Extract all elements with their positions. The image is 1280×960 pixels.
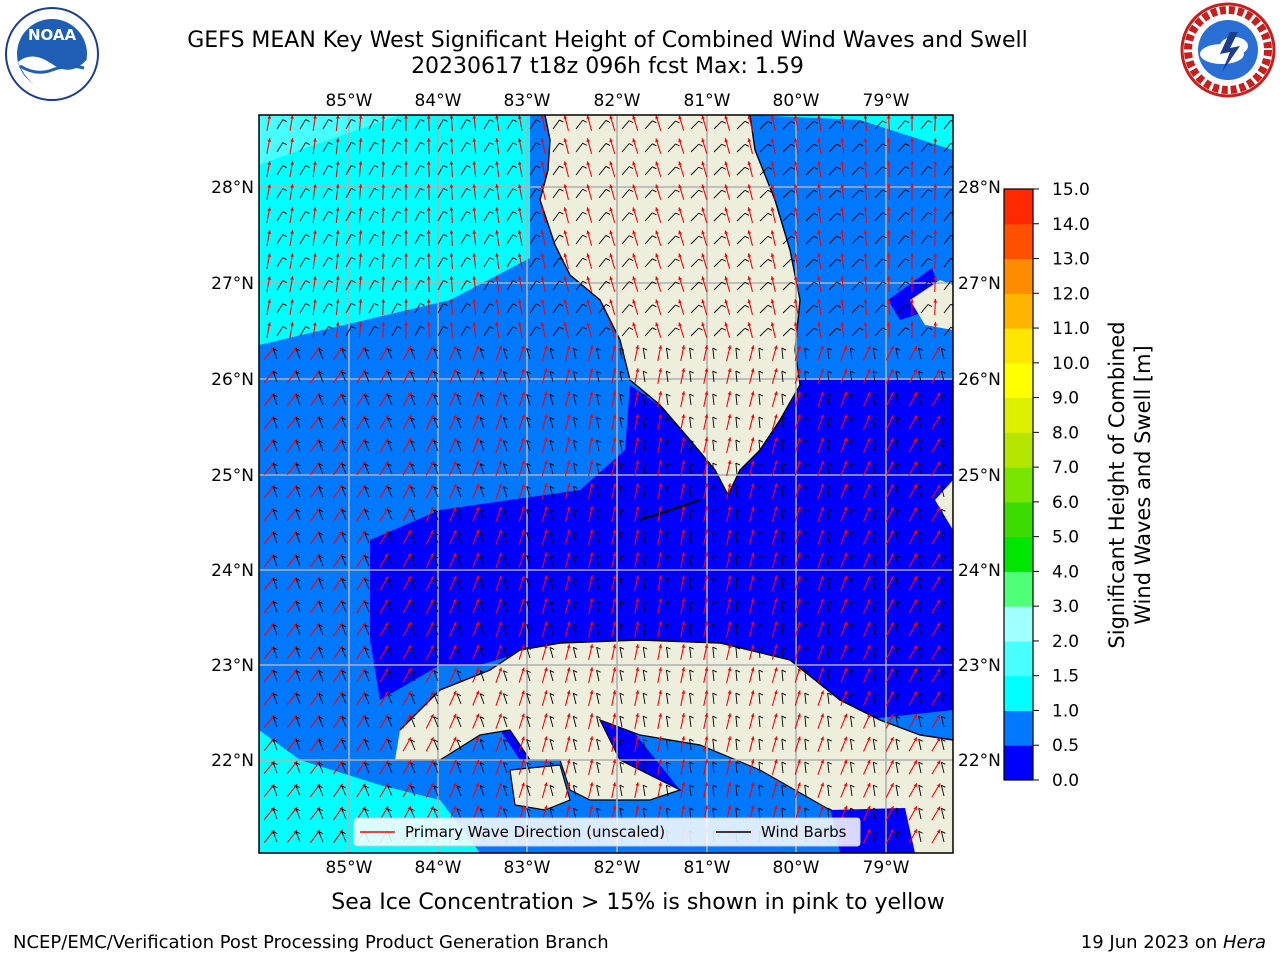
lon-tick-label: 82°W xyxy=(594,858,641,878)
lon-tick-label: 84°W xyxy=(415,91,462,111)
colorbar-tick-label: 2.0 xyxy=(1052,632,1079,652)
isla-juventud-land xyxy=(510,765,570,810)
colorbar-tick-label: 11.0 xyxy=(1052,319,1090,339)
lon-tick-label: 80°W xyxy=(773,91,820,111)
colorbar-swatch xyxy=(1004,258,1033,294)
lat-tick-label: 23°N xyxy=(958,656,1001,676)
colorbar-tick-label: 4.0 xyxy=(1052,562,1079,582)
colorbar-label-2: Wind Waves and Swell [m] xyxy=(1131,345,1155,625)
lat-tick-label: 24°N xyxy=(211,561,254,581)
colorbar-tick-label: 9.0 xyxy=(1052,389,1079,409)
lon-tick-label: 81°W xyxy=(684,91,731,111)
wave-band-0.0-0.5 xyxy=(370,380,953,720)
map-legend: Primary Wave Direction (unscaled) Wind B… xyxy=(353,817,861,847)
colorbar-swatch xyxy=(1004,328,1033,364)
svg-text:NOAA: NOAA xyxy=(28,26,77,44)
colorbar-swatch xyxy=(1004,397,1033,433)
colorbar-swatch xyxy=(1004,606,1033,642)
colorbar-swatch xyxy=(1004,293,1033,329)
colorbar-tick-label: 10.0 xyxy=(1052,354,1090,374)
lon-tick-label: 81°W xyxy=(684,858,731,878)
bahamas-land xyxy=(935,480,953,530)
lon-tick-label: 85°W xyxy=(326,858,373,878)
chart-subtitle: 20230617 t18z 096h fcst Max: 1.59 xyxy=(411,54,804,79)
lat-tick-label: 28°N xyxy=(958,178,1001,198)
nws-logo-icon xyxy=(1180,2,1276,98)
colorbar-tick-label: 6.0 xyxy=(1052,493,1079,513)
lat-tick-label: 23°N xyxy=(211,656,254,676)
bahamas-land xyxy=(910,280,953,330)
colorbar-tick-label: 0.5 xyxy=(1052,736,1079,756)
cuba-land xyxy=(395,640,953,853)
lon-tick-label: 83°W xyxy=(504,91,551,111)
colorbar-tick-label: 1.0 xyxy=(1052,701,1079,721)
wave-legend-label: Primary Wave Direction (unscaled) xyxy=(405,823,665,841)
colorbar-swatch xyxy=(1004,710,1033,746)
lat-tick-label: 26°N xyxy=(958,370,1001,390)
footer-org: NCEP/EMC/Verification Post Processing Pr… xyxy=(13,932,609,953)
colorbar-tick-label: 1.5 xyxy=(1052,667,1079,687)
colorbar-swatch xyxy=(1004,432,1033,468)
lat-tick-label: 26°N xyxy=(211,370,254,390)
map-frame xyxy=(258,114,954,854)
colorbar-tick-label: 5.0 xyxy=(1052,528,1079,548)
lat-tick-label: 28°N xyxy=(211,178,254,198)
colorbar-swatch xyxy=(1004,189,1033,225)
noaa-logo-icon: NOAA xyxy=(5,7,99,101)
lon-tick-label: 84°W xyxy=(415,858,462,878)
colorbar-tick-label: 15.0 xyxy=(1052,180,1090,200)
footer-date: 19 Jun 2023 on Hera xyxy=(1081,932,1266,953)
colorbar-swatch xyxy=(1004,223,1033,260)
lon-tick-label: 82°W xyxy=(594,91,641,111)
colorbar: 0.0 0.5 1.0 1.5 2.0 3.0 4.0 5.0 6.0 7.0 8.0 9.0 10.0… xyxy=(1003,180,1090,791)
colorbar-swatch xyxy=(1004,571,1033,607)
chart-title: GEFS MEAN Key West Significant Height of… xyxy=(187,28,1028,53)
colorbar-tick-label: 3.0 xyxy=(1052,597,1079,617)
colorbar-swatch xyxy=(1004,362,1033,399)
lat-tick-label: 22°N xyxy=(958,751,1001,771)
sea-ice-note: Sea Ice Concentration > 15% is shown in … xyxy=(331,890,945,915)
colorbar-tick-label: 0.0 xyxy=(1052,771,1079,791)
wind-legend-label: Wind Barbs xyxy=(761,823,847,841)
lon-tick-label: 80°W xyxy=(773,858,820,878)
colorbar-swatch xyxy=(1004,501,1033,538)
footer-machine: Hera xyxy=(1222,932,1266,953)
colorbar-swatch xyxy=(1004,745,1033,781)
lat-tick-label: 22°N xyxy=(211,751,254,771)
wave-band-1.5-2.0 xyxy=(259,115,400,165)
colorbar-swatch xyxy=(1004,536,1033,572)
florida-land xyxy=(540,115,800,495)
colorbar-label-1: Significant Height of Combined xyxy=(1105,321,1129,648)
colorbar-tick-label: 7.0 xyxy=(1052,458,1079,478)
lat-tick-label: 25°N xyxy=(958,466,1001,486)
wave-vectors xyxy=(263,115,953,844)
lat-tick-label: 27°N xyxy=(958,274,1001,294)
lon-tick-label: 79°W xyxy=(863,91,910,111)
colorbar-swatch xyxy=(1004,467,1033,503)
colorbar-swatch xyxy=(1004,675,1033,711)
colorbar-tick-label: 13.0 xyxy=(1052,250,1090,270)
colorbar-tick-label: 8.0 xyxy=(1052,423,1079,443)
lat-tick-label: 25°N xyxy=(211,466,254,486)
colorbar-tick-label: 14.0 xyxy=(1052,215,1090,235)
lon-tick-label: 85°W xyxy=(326,91,373,111)
lat-tick-label: 24°N xyxy=(958,561,1001,581)
footer-date-text: 19 Jun 2023 on xyxy=(1080,932,1223,953)
colorbar-tick-label: 12.0 xyxy=(1052,284,1090,304)
lat-tick-label: 27°N xyxy=(211,274,254,294)
lon-tick-label: 79°W xyxy=(863,858,910,878)
colorbar-swatch xyxy=(1004,640,1033,677)
lon-tick-label: 83°W xyxy=(504,858,551,878)
